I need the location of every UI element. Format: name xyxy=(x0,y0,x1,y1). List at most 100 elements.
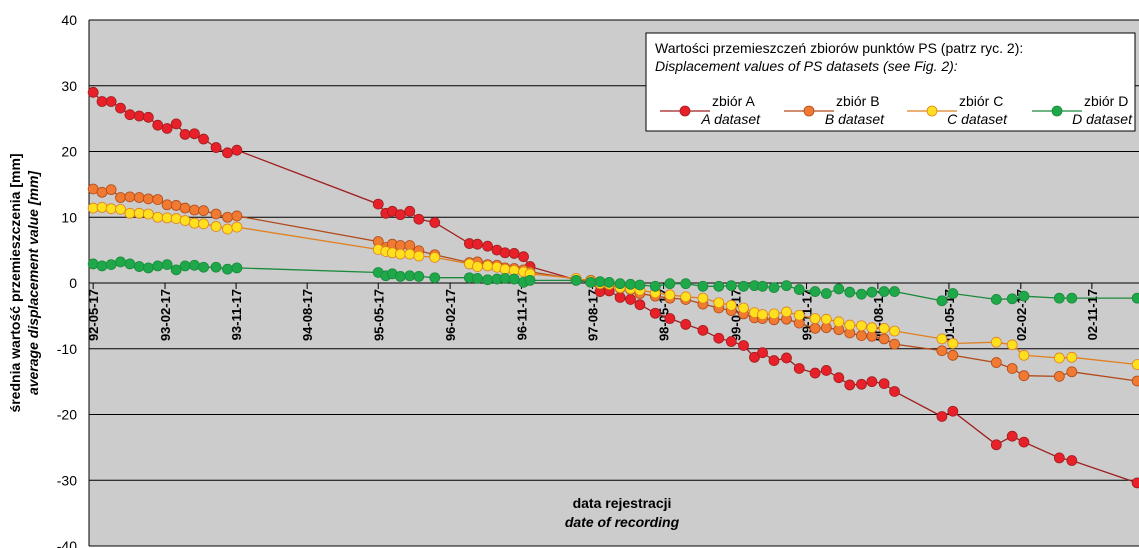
data-point xyxy=(231,144,243,156)
data-point xyxy=(161,123,173,134)
data-point xyxy=(947,338,959,349)
y-tick-label: -10 xyxy=(57,341,77,357)
data-point xyxy=(142,111,154,123)
data-point xyxy=(170,213,182,224)
data-point xyxy=(508,273,520,285)
data-point xyxy=(210,142,222,153)
data-point xyxy=(133,192,145,203)
data-point xyxy=(713,332,725,344)
data-point xyxy=(749,351,760,363)
data-point xyxy=(161,199,173,211)
legend-label: zbiór B xyxy=(836,93,880,109)
data-point xyxy=(947,288,959,299)
data-point xyxy=(472,272,483,284)
data-point xyxy=(990,357,1002,368)
data-point xyxy=(793,363,805,374)
data-point xyxy=(936,345,948,357)
legend-marker xyxy=(679,105,691,117)
data-point xyxy=(614,278,626,290)
data-point xyxy=(413,213,425,225)
legend-marker xyxy=(803,105,815,117)
data-point xyxy=(142,262,154,274)
data-point xyxy=(1053,452,1065,464)
data-point xyxy=(124,109,136,121)
data-point xyxy=(809,313,821,324)
data-point xyxy=(936,295,948,307)
data-point xyxy=(757,309,768,320)
data-point xyxy=(124,207,136,219)
data-point xyxy=(394,209,406,221)
y-tick-label: -30 xyxy=(57,472,77,488)
data-point xyxy=(781,280,792,292)
data-point xyxy=(198,205,209,217)
data-point xyxy=(152,211,164,223)
data-point xyxy=(152,260,164,272)
data-point xyxy=(413,250,425,262)
x-tick-label: 95-05-17 xyxy=(371,289,386,341)
data-point xyxy=(210,221,222,232)
y-tick-label: 10 xyxy=(61,209,77,225)
legend-item-0: zbiór A A dataset xyxy=(660,93,761,127)
data-point xyxy=(482,260,493,272)
x-tick-label: 96-02-17 xyxy=(443,289,458,341)
x-tick-label: 97-08-17 xyxy=(586,289,601,341)
data-point xyxy=(649,307,661,319)
data-point xyxy=(680,319,692,330)
data-point xyxy=(878,378,890,389)
data-point xyxy=(524,274,536,286)
legend-item-1: zbiór B B dataset xyxy=(784,93,885,127)
data-point xyxy=(189,217,200,229)
data-point xyxy=(105,184,117,196)
data-point xyxy=(231,221,243,233)
data-point xyxy=(878,286,890,297)
legend: Wartości przemieszczeń zbiorów punktów P… xyxy=(645,32,1136,132)
data-point xyxy=(697,324,709,336)
data-point xyxy=(889,386,900,397)
data-point xyxy=(1018,370,1030,382)
data-point xyxy=(179,260,191,272)
x-axis-label-en: date of recording xyxy=(565,514,680,530)
data-point xyxy=(664,289,676,301)
data-point xyxy=(124,191,136,203)
data-point xyxy=(404,248,416,260)
data-point xyxy=(96,260,108,272)
data-point xyxy=(594,276,606,288)
data-point xyxy=(87,258,99,270)
data-point xyxy=(508,248,520,259)
y-axis-ticks: 40 30 20 10 0 -10 -20 -30 -40 xyxy=(57,12,77,548)
legend-title: Wartości przemieszczeń zbiorów punktów P… xyxy=(655,40,1023,56)
data-point xyxy=(878,333,890,345)
data-point xyxy=(713,297,725,309)
data-point xyxy=(781,306,792,318)
data-point xyxy=(115,102,126,114)
data-point xyxy=(96,186,108,198)
data-point xyxy=(198,133,209,145)
legend-label-en: B dataset xyxy=(825,111,885,127)
data-point xyxy=(115,192,126,203)
data-point xyxy=(210,261,222,273)
data-point xyxy=(189,259,200,271)
data-point xyxy=(105,96,117,107)
y-tick-label: 30 xyxy=(61,78,77,94)
data-point xyxy=(844,286,856,298)
data-point xyxy=(179,215,191,226)
y-tick-label: -20 xyxy=(57,407,77,423)
data-point xyxy=(856,378,867,390)
data-point xyxy=(499,263,511,275)
data-point xyxy=(634,279,646,291)
data-point xyxy=(793,284,805,295)
x-tick-label: 02-11-17 xyxy=(1085,289,1100,340)
data-point xyxy=(725,299,737,311)
data-point xyxy=(222,223,233,235)
legend-label: zbiór D xyxy=(1084,93,1128,109)
y-tick-label: 0 xyxy=(69,275,77,291)
data-point xyxy=(889,286,900,297)
data-point xyxy=(105,203,117,215)
data-point xyxy=(210,208,222,220)
data-point xyxy=(142,193,154,205)
data-point xyxy=(133,207,145,219)
data-point xyxy=(1066,292,1078,304)
data-point xyxy=(664,313,676,324)
data-point xyxy=(878,322,890,334)
data-point xyxy=(768,282,780,294)
